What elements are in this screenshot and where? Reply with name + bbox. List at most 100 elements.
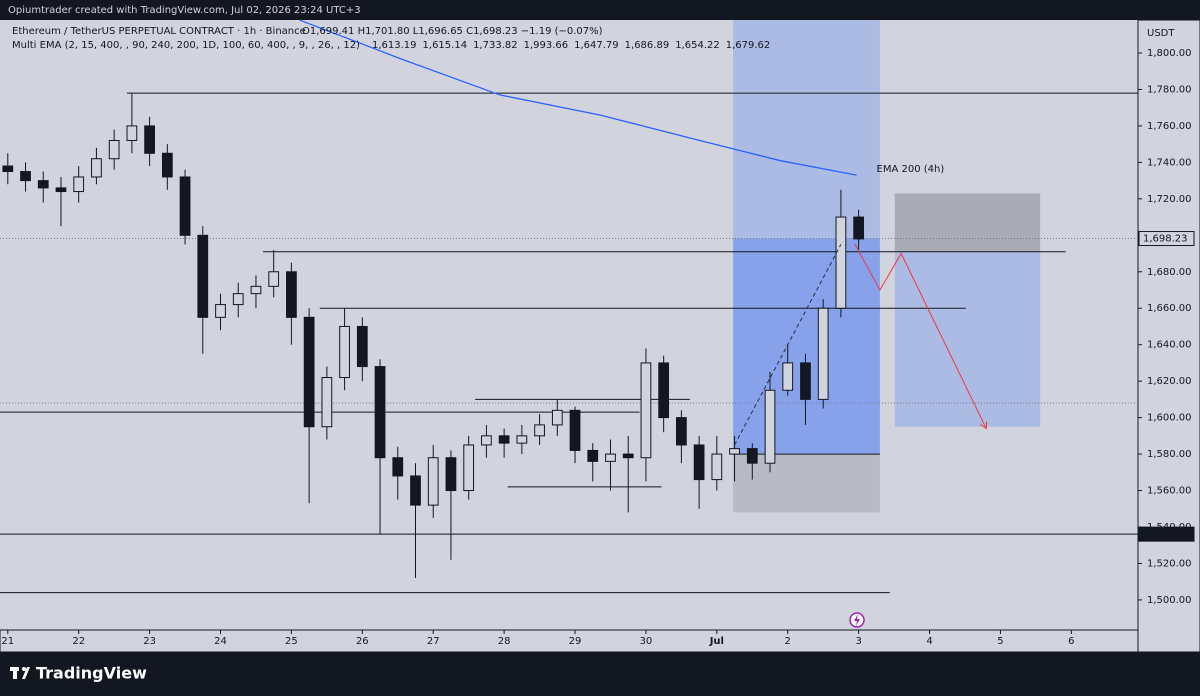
candle-body xyxy=(108,140,120,160)
candle-body xyxy=(693,444,705,481)
x-tick-label: 30 xyxy=(640,636,653,647)
x-tick-label: 28 xyxy=(498,636,511,647)
candle-body xyxy=(286,271,297,318)
x-tick-label: 4 xyxy=(926,636,932,647)
indicator-value: 1,679.62 xyxy=(726,40,771,51)
candle-body xyxy=(232,293,244,306)
price-label-box xyxy=(1138,526,1195,542)
y-tick-label: 1,580.00 xyxy=(1147,449,1192,460)
position-box xyxy=(733,238,880,455)
x-tick-label: 3 xyxy=(855,636,861,647)
x-tick-label: 27 xyxy=(427,636,440,647)
candle-body xyxy=(764,389,776,464)
candle-body xyxy=(410,475,421,506)
candle-body xyxy=(534,424,545,437)
candle-body xyxy=(746,448,758,464)
candle-body xyxy=(91,158,102,178)
candle-body xyxy=(321,377,333,428)
y-tick-label: 1,760.00 xyxy=(1147,121,1192,132)
price-label: 1,698.23 xyxy=(1143,234,1188,245)
indicator-value: 1,654.22 xyxy=(675,40,720,51)
candle-body xyxy=(339,325,350,379)
x-tick-label: 2 xyxy=(785,636,791,647)
price-label: 1,536.09 xyxy=(1143,529,1188,540)
position-box xyxy=(894,251,1041,427)
candle-body xyxy=(445,457,457,492)
logo xyxy=(10,667,30,679)
symbol: Ethereum / TetherUS PERPETUAL CONTRACT ·… xyxy=(12,26,306,37)
candle-body xyxy=(55,187,67,193)
candle-body xyxy=(250,285,262,295)
footer-bar xyxy=(0,652,1200,696)
indicator-value: 1,993.66 xyxy=(524,40,569,51)
candle-body xyxy=(392,457,404,477)
candle-body xyxy=(658,362,670,419)
x-tick-label: 26 xyxy=(356,636,369,647)
candle-body xyxy=(197,234,209,318)
candle-body xyxy=(676,417,687,446)
position-box xyxy=(733,454,880,513)
y-tick-label: 1,740.00 xyxy=(1147,157,1192,168)
price-axis-panel xyxy=(1137,19,1200,653)
indicator: Multi EMA (2, 15, 400, , 90, 240, 200, 1… xyxy=(12,40,360,51)
x-tick-label: 23 xyxy=(143,636,156,647)
ema-line xyxy=(299,19,857,176)
ohlc: O1,699.41 H1,701.80 L1,696.65 C1,698.23 … xyxy=(302,26,603,37)
candle-body xyxy=(427,457,439,506)
candle-body xyxy=(605,453,616,462)
currency: USDT xyxy=(1147,28,1175,39)
y-tick-label: 1,720.00 xyxy=(1147,194,1192,205)
brand: TradingView xyxy=(36,664,147,683)
indicator-value: 1,733.82 xyxy=(473,40,518,51)
header-text: Opiumtrader created with TradingView.com… xyxy=(8,5,361,16)
indicator-value: 1,615.14 xyxy=(423,40,468,51)
y-tick-label: 1,600.00 xyxy=(1147,413,1192,424)
trend-line xyxy=(734,244,842,446)
candle-body xyxy=(711,453,723,481)
plot: EMA 200 (4h) xyxy=(0,19,1138,594)
candle-body xyxy=(161,152,173,178)
y-tick-label: 1,620.00 xyxy=(1147,376,1192,387)
candle-body xyxy=(622,453,634,459)
candle-body xyxy=(817,307,829,400)
x-tick-label: Jul xyxy=(709,636,724,647)
y-tick-label: 1,520.00 xyxy=(1147,558,1192,569)
candle-body xyxy=(853,216,865,240)
indicator-value: 1,647.79 xyxy=(574,40,619,51)
candle-body xyxy=(215,304,226,318)
y-tick-label: 1,660.00 xyxy=(1147,303,1192,314)
candle-body xyxy=(37,180,49,189)
candle-body xyxy=(179,176,191,236)
projection-path xyxy=(854,244,987,429)
candle-body xyxy=(126,125,138,142)
candle-body xyxy=(268,271,280,287)
candle-body xyxy=(516,435,528,444)
candle-body xyxy=(800,362,811,400)
y-tick-label: 1,800.00 xyxy=(1147,48,1192,59)
candle-body xyxy=(73,176,85,193)
ema-label: EMA 200 (4h) xyxy=(877,164,945,175)
indicator-value: 1,686.89 xyxy=(625,40,670,51)
candle-body xyxy=(463,444,475,492)
price-label-box xyxy=(1138,231,1195,247)
candle-body xyxy=(640,362,652,459)
candle-body xyxy=(2,165,14,172)
y-tick-label: 1,640.00 xyxy=(1147,340,1192,351)
header-bar xyxy=(0,0,1200,20)
x-tick-label: 25 xyxy=(285,636,298,647)
indicator-value: 1,613.19 xyxy=(372,40,417,51)
x-tick-label: 21 xyxy=(1,636,14,647)
arrow-head xyxy=(980,421,988,430)
plot-background xyxy=(0,20,1138,630)
candle-body xyxy=(498,435,510,444)
x-tick-label: 22 xyxy=(72,636,85,647)
candle-body xyxy=(303,316,315,428)
candle-body xyxy=(374,366,386,459)
candle-body xyxy=(729,448,740,455)
candle-body xyxy=(551,409,563,426)
y-tick-label: 1,780.00 xyxy=(1147,84,1192,95)
position-box xyxy=(894,193,1041,252)
x-tick-label: 5 xyxy=(997,636,1003,647)
